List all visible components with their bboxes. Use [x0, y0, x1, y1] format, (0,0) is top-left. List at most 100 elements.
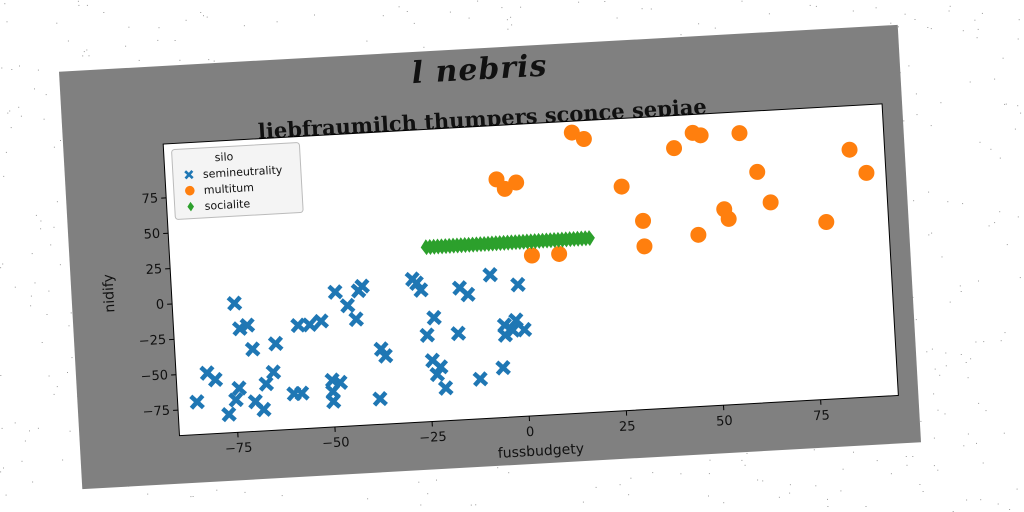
noise-speck: [14, 422, 16, 424]
noise-speck: [741, 0, 743, 2]
data-point-multitum: [551, 245, 568, 262]
legend-item-semineutrality: semineutrality: [184, 163, 283, 181]
noise-speck: [5, 494, 7, 496]
noise-speck: [475, 504, 477, 506]
noise-speck: [413, 22, 415, 24]
noise-speck: [67, 40, 69, 42]
noise-speck: [897, 26, 899, 28]
noise-speck: [931, 232, 933, 234]
noise-speck: [185, 19, 187, 21]
noise-speck: [470, 504, 472, 506]
noise-speck: [966, 499, 968, 501]
x-tick-label: −50: [322, 435, 350, 452]
noise-speck: [56, 386, 58, 388]
noise-speck: [11, 69, 13, 70]
noise-speck: [1003, 432, 1005, 434]
noise-speck: [912, 456, 914, 457]
noise-speck: [367, 498, 369, 500]
noise-speck: [507, 28, 509, 30]
noise-speck: [34, 282, 36, 284]
noise-speck: [919, 484, 921, 485]
legend-title: silo: [214, 150, 234, 164]
x-axis-ticks: −75 −50 −25 0 25 50 75: [225, 399, 830, 457]
noise-speck: [931, 348, 933, 350]
noise-speck: [908, 65, 910, 67]
data-point-semineutrality: [432, 359, 449, 375]
noise-speck: [427, 493, 429, 495]
noise-speck: [59, 264, 61, 266]
noise-speck: [200, 12, 202, 13]
noise-speck: [418, 481, 420, 483]
noise-speck: [32, 481, 34, 483]
y-tick-label: −25: [138, 333, 166, 350]
data-point-semineutrality: [265, 364, 282, 380]
data-point-semineutrality: [290, 317, 306, 334]
noise-speck: [840, 490, 842, 492]
data-point-semineutrality: [412, 282, 429, 298]
noise-speck: [1017, 105, 1019, 107]
noise-speck: [789, 492, 791, 494]
noise-speck: [3, 175, 5, 177]
noise-speck: [939, 374, 941, 376]
noise-speck: [244, 491, 246, 493]
noise-speck: [157, 39, 159, 41]
noise-speck: [18, 106, 20, 108]
noise-speck: [46, 314, 48, 315]
noise-speck: [213, 60, 215, 62]
noise-speck: [1017, 216, 1019, 218]
data-point-multitum: [636, 238, 653, 255]
noise-speck: [616, 17, 618, 19]
data-point-semineutrality: [327, 284, 343, 300]
noise-speck: [35, 214, 37, 216]
noise-speck: [468, 17, 470, 19]
noise-speck: [501, 7, 503, 9]
legend-marker-socialite: [187, 201, 195, 212]
noise-speck: [436, 479, 437, 481]
noise-speck: [10, 127, 12, 129]
legend-label-multitum: multitum: [203, 181, 254, 197]
y-tick-label: 75: [141, 191, 158, 207]
noise-speck: [960, 354, 962, 355]
noise-speck: [928, 191, 930, 193]
data-point-semineutrality: [267, 335, 284, 352]
data-point-multitum: [690, 226, 707, 243]
data-point-semineutrality: [228, 391, 244, 408]
noise-speck: [865, 506, 867, 507]
noise-speck: [985, 410, 987, 412]
noise-speck: [14, 286, 16, 288]
noise-speck: [965, 362, 967, 363]
data-point-multitum: [818, 213, 835, 230]
series-semineutrality: [189, 267, 533, 423]
data-point-semineutrality: [313, 313, 330, 330]
data-point-semineutrality: [244, 341, 261, 358]
data-point-semineutrality: [325, 393, 342, 410]
noise-speck: [827, 498, 828, 500]
noise-speck: [641, 8, 643, 10]
noise-speck: [1018, 19, 1020, 21]
noise-speck: [914, 19, 916, 20]
data-point-multitum: [635, 212, 652, 229]
noise-speck: [70, 312, 72, 314]
noise-speck: [875, 7, 877, 9]
noise-speck: [970, 358, 972, 360]
noise-speck: [934, 368, 936, 370]
noise-speck: [1014, 128, 1016, 130]
data-point-multitum: [563, 124, 580, 141]
noise-speck: [990, 148, 992, 150]
noise-speck: [906, 464, 908, 466]
noise-speck: [1, 427, 3, 429]
noise-speck: [926, 351, 928, 353]
noise-speck: [988, 225, 990, 227]
noise-speck: [979, 141, 981, 143]
noise-speck: [999, 211, 1001, 213]
noise-speck: [904, 13, 906, 15]
noise-speck: [29, 430, 30, 432]
noise-speck: [969, 81, 971, 83]
data-point-semineutrality: [339, 297, 356, 314]
data-point-multitum: [666, 140, 683, 157]
noise-speck: [190, 496, 192, 498]
noise-speck: [477, 0, 479, 2]
noise-speck: [930, 125, 932, 127]
noise-speck: [20, 115, 22, 117]
